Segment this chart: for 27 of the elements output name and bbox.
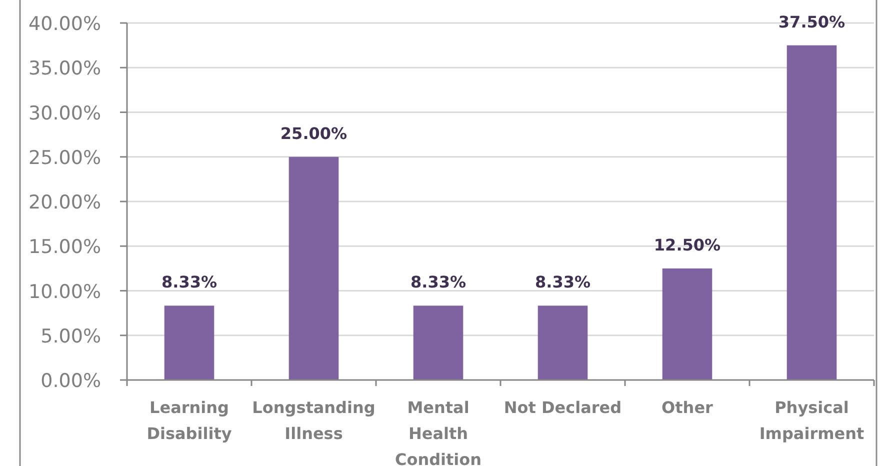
bar [538,306,588,380]
data-label: 37.50% [778,12,846,32]
bar [288,156,339,380]
data-label: 8.33% [410,272,466,292]
x-tick-label: Other [662,398,714,417]
x-tick-label: Longstanding Illness [252,398,376,443]
y-tick-label: 25.00% [28,146,101,169]
x-tick-label: Physical Impairment [759,398,865,443]
y-tick-label: 35.00% [28,58,101,80]
x-tick-label: Mental Health Condition [394,398,482,466]
x-tick-label: Learning Disability [146,398,232,443]
data-label: 8.33% [534,272,591,292]
bar [164,306,214,380]
y-tick-label: 0.00% [40,370,101,392]
y-tick-label: 15.00% [28,236,101,258]
y-tick-label: 40.00% [28,13,101,35]
bar [413,306,464,380]
data-label: 8.33% [161,272,218,292]
data-label: 25.00% [280,124,348,143]
y-tick-label: 5.00% [40,325,101,348]
x-tick-label: Not Declared [504,398,622,417]
y-tick-label: 30.00% [28,102,101,124]
bar [662,268,712,380]
bar [786,45,837,380]
data-label: 12.50% [654,235,721,254]
y-tick-label: 10.00% [28,280,101,303]
y-tick-label: 20.00% [28,192,101,214]
